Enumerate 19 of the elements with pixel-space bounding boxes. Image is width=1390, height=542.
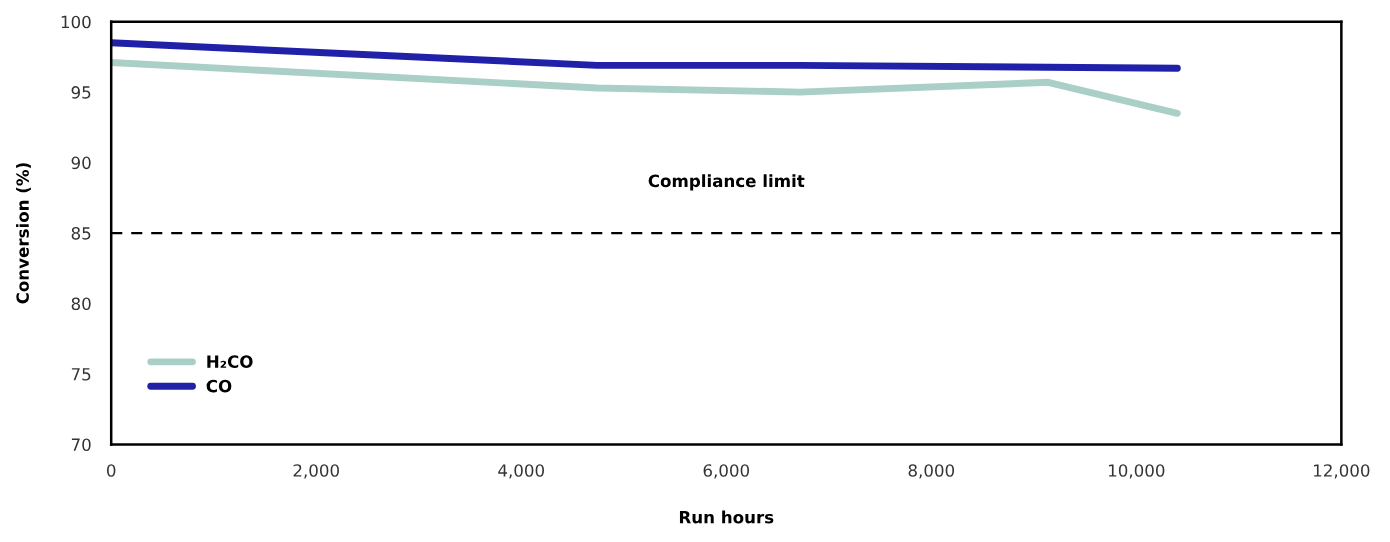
y-tick-label: 90 bbox=[71, 156, 91, 170]
y-tick-label: 70 bbox=[71, 438, 91, 452]
legend-label: CO bbox=[206, 379, 232, 393]
y-axis-title: Conversion (%) bbox=[16, 163, 31, 304]
legend-label: H₂CO bbox=[207, 355, 253, 368]
x-axis-title: Run hours bbox=[679, 510, 774, 524]
x-tick-label: 10,000 bbox=[1109, 464, 1165, 479]
y-tick-label: 85 bbox=[71, 227, 91, 240]
y-tick-label: 95 bbox=[71, 86, 91, 99]
x-tick-label: 4,000 bbox=[498, 464, 544, 479]
x-tick-label: 0 bbox=[107, 464, 116, 477]
x-tick-label: 6,000 bbox=[703, 464, 750, 479]
y-tick-label: 80 bbox=[71, 297, 91, 311]
y-tick-label: 75 bbox=[71, 368, 91, 381]
x-tick-label: 2,000 bbox=[293, 464, 339, 479]
y-tick-label: 100 bbox=[61, 15, 91, 29]
x-tick-label: 12,000 bbox=[1314, 464, 1370, 479]
x-tick-label: 8,000 bbox=[908, 464, 955, 479]
ref-line-label: Compliance limit bbox=[648, 174, 805, 191]
